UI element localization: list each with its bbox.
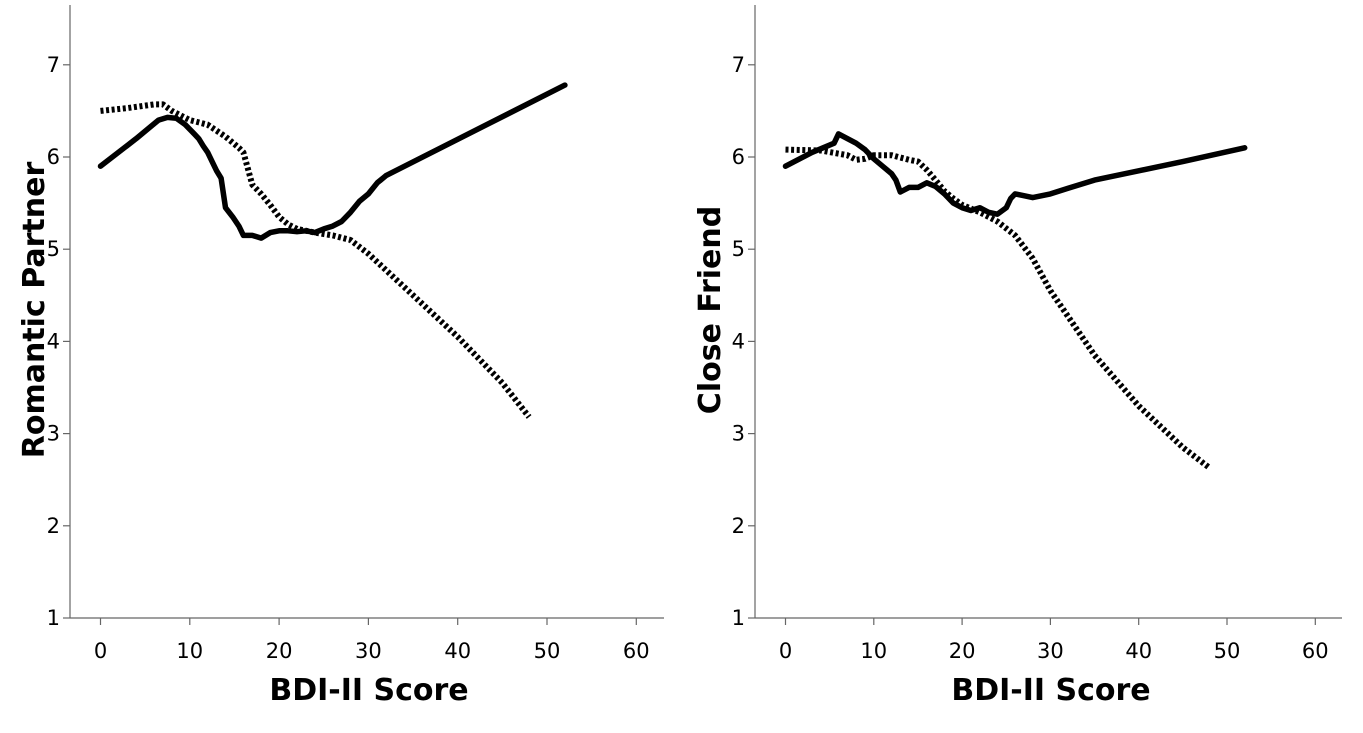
y-tick-label: 5	[47, 237, 60, 261]
close-friend-chart: BDI-II Score Close Friend 1 2 3 4 5 6 7 0 10 20 30…	[693, 5, 1342, 708]
y-tick-label: 1	[47, 606, 60, 630]
romantic-partner-chart: BDI-II Score Romantic Partner 1 2 3 4 5 6 7 0 10…	[17, 5, 664, 708]
x-tick-label: 60	[1302, 639, 1329, 663]
x-axis-title: BDI-II Score	[269, 673, 468, 708]
y-tick-label: 5	[732, 237, 745, 261]
x-tick-label: 50	[534, 639, 561, 663]
x-tick-label: 10	[176, 639, 203, 663]
y-tick-label: 6	[47, 145, 60, 169]
y-tick-label: 4	[732, 329, 745, 353]
x-tick-label: 0	[779, 639, 792, 663]
y-tick-label: 4	[47, 329, 60, 353]
dotted-series-line	[785, 146, 1212, 471]
x-tick-label: 20	[949, 639, 976, 663]
y-tick-label: 7	[732, 53, 745, 77]
y-tick-label: 1	[732, 606, 745, 630]
y-tick-label: 7	[47, 53, 60, 77]
x-tick-label: 10	[860, 639, 887, 663]
x-tick-label: 50	[1214, 639, 1241, 663]
y-tick-label: 3	[47, 422, 60, 446]
y-tick-label: 2	[47, 514, 60, 538]
dotted-series-line	[100, 101, 532, 419]
x-tick-label: 30	[1037, 639, 1064, 663]
x-axis-title: BDI-II Score	[951, 673, 1150, 708]
y-axis-title: Romantic Partner	[17, 162, 52, 459]
y-tick-label: 6	[732, 145, 745, 169]
solid-series-line	[97, 82, 568, 241]
x-tick-label: 40	[1125, 639, 1152, 663]
y-tick-label: 2	[732, 514, 745, 538]
x-tick-label: 20	[266, 639, 293, 663]
y-tick-label: 3	[732, 422, 745, 446]
x-tick-label: 60	[623, 639, 650, 663]
solid-series-line	[782, 131, 1248, 217]
x-tick-label: 0	[94, 639, 107, 663]
x-tick-label: 40	[444, 639, 471, 663]
x-tick-label: 30	[355, 639, 382, 663]
y-axis-title: Close Friend	[693, 206, 728, 414]
